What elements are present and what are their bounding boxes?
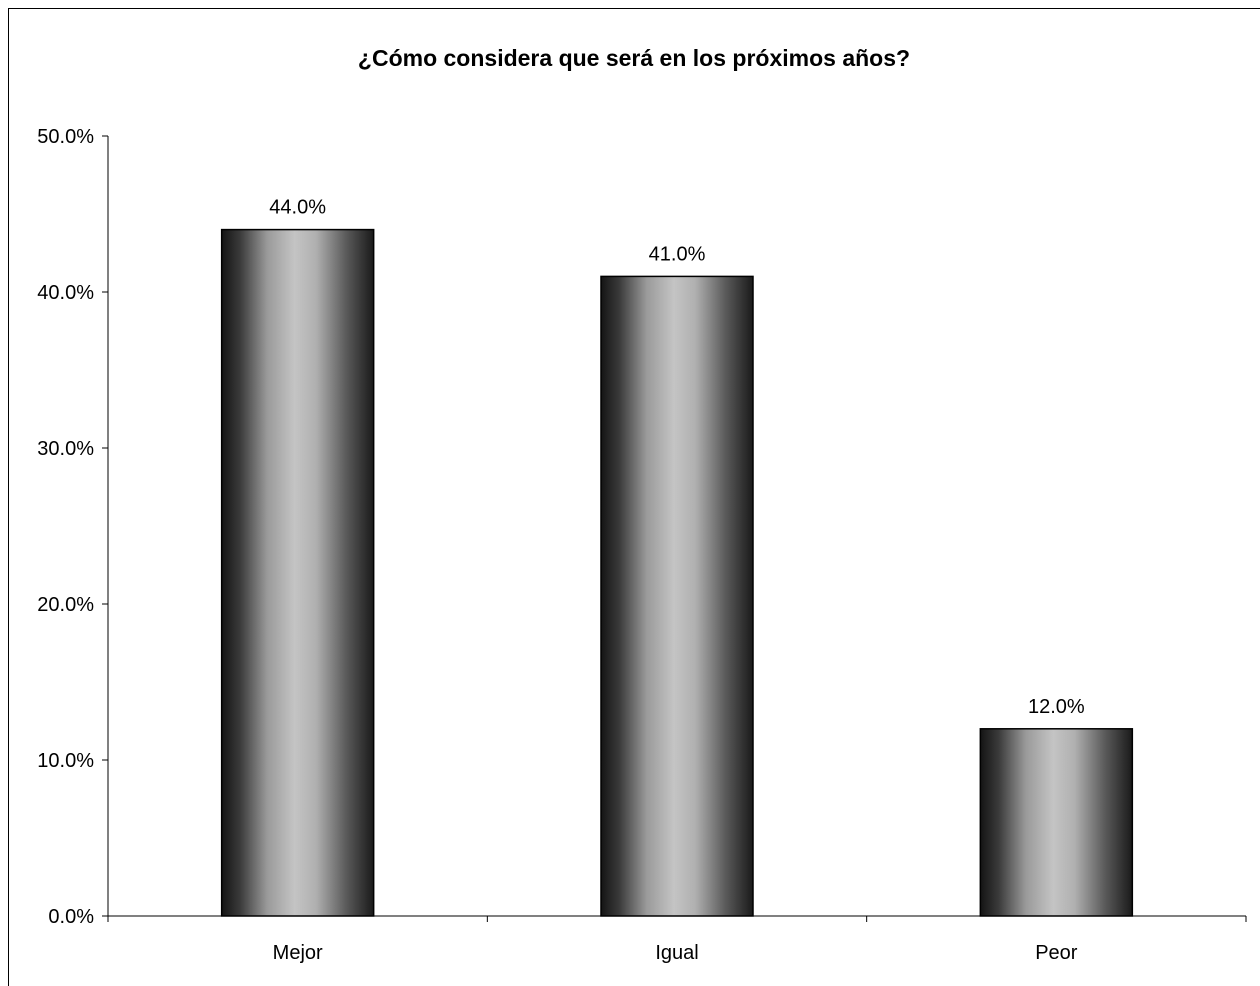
data-label: 12.0%	[1028, 696, 1085, 718]
x-axis-ticks: Mejor Igual Peor	[107, 916, 1247, 964]
chart-frame	[8, 8, 1260, 986]
x-tick-label: Mejor	[273, 942, 323, 964]
y-tick-label: 50.0%	[37, 126, 94, 148]
y-tick-label: 40.0%	[37, 282, 94, 304]
bar-mejor	[220, 228, 375, 917]
data-label: 44.0%	[269, 197, 326, 219]
x-tick-label: Igual	[655, 942, 698, 964]
chart-title: ¿Cómo considera que será en los próximos…	[358, 45, 910, 71]
data-label: 41.0%	[649, 243, 706, 265]
bars-group	[220, 228, 1134, 917]
y-tick-label: 10.0%	[37, 750, 94, 772]
data-labels-group: 44.0% 41.0% 12.0%	[269, 197, 1085, 718]
y-tick-label: 20.0%	[37, 594, 94, 616]
y-axis-ticks: 0.0% 10.0% 20.0% 30.0% 40.0% 50.0%	[37, 126, 108, 928]
bar-igual	[600, 275, 754, 917]
bar-peor	[979, 728, 1134, 917]
y-tick-label: 0.0%	[48, 906, 94, 928]
y-tick-label: 30.0%	[37, 438, 94, 460]
x-tick-label: Peor	[1035, 942, 1078, 964]
